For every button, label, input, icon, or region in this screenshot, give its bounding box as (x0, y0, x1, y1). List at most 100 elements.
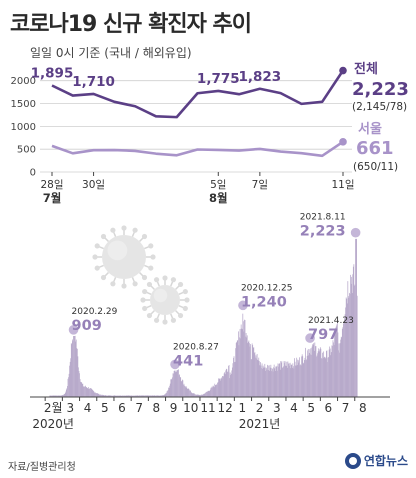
bar (84, 386, 86, 397)
bar (74, 322, 75, 397)
bar (129, 395, 130, 397)
bar (65, 389, 67, 397)
bar (243, 331, 245, 397)
bar (161, 395, 162, 397)
end-detail-label: (650/11) (353, 161, 398, 173)
bar (199, 394, 201, 397)
bar (336, 323, 338, 397)
bar (133, 395, 135, 397)
bar (312, 344, 314, 397)
bar-series (49, 232, 358, 397)
annotation-date: 2021.8.11 (300, 213, 346, 223)
bar (326, 351, 327, 397)
bar (98, 394, 100, 397)
bar (282, 368, 283, 397)
bar (114, 395, 116, 397)
bar (293, 368, 295, 397)
bar (242, 313, 244, 397)
bar (131, 395, 133, 397)
bar (95, 393, 97, 397)
bar (343, 321, 345, 397)
bar (108, 395, 110, 397)
annotation-date: 2020.12.25 (241, 283, 293, 293)
bar (93, 392, 95, 397)
x-tick-label: 10 (183, 401, 198, 415)
bar (117, 395, 119, 397)
bar (75, 341, 77, 397)
bar (113, 395, 114, 397)
x-tick-label: 3 (273, 401, 281, 415)
bar (207, 391, 208, 397)
bar (295, 365, 296, 397)
bar (300, 364, 301, 397)
x-tick-label: 5 (307, 401, 315, 415)
bar (92, 390, 94, 397)
virus-spike-tip (162, 275, 168, 281)
bar (355, 232, 356, 397)
bar (338, 350, 339, 397)
bar (178, 375, 180, 397)
bar (194, 393, 195, 397)
bar (133, 395, 134, 397)
bar (155, 395, 156, 397)
bar (178, 367, 179, 397)
bar (112, 395, 114, 397)
bar (253, 353, 255, 397)
bar (165, 393, 167, 397)
annotation-value: 909 (72, 318, 102, 334)
bar (263, 367, 265, 397)
bar (109, 395, 111, 397)
bar (192, 393, 194, 397)
bar (317, 351, 319, 397)
virus-spike-tip (170, 277, 177, 283)
bar (342, 327, 344, 397)
y-tick-label: 1000 (11, 122, 36, 133)
bar (49, 395, 51, 397)
bar (335, 327, 337, 397)
bar (78, 371, 80, 397)
bar (69, 365, 71, 397)
bar (289, 365, 290, 397)
bar (51, 395, 52, 397)
bar (225, 370, 227, 397)
bar (156, 395, 158, 397)
bar (346, 298, 348, 397)
bar (154, 395, 156, 397)
bar (112, 395, 113, 397)
bar (283, 366, 284, 397)
x-tick-label: 5 (101, 401, 109, 415)
x-tick-label: 12 (218, 401, 233, 415)
bar (292, 363, 294, 397)
virus-spike-tip (92, 254, 98, 260)
bar (237, 340, 239, 397)
bar (90, 388, 92, 397)
bar (180, 380, 182, 397)
bar (340, 339, 342, 397)
bar (177, 369, 178, 397)
bar (308, 352, 310, 397)
bar (125, 395, 127, 397)
bar (279, 363, 281, 397)
x-tick-label: 2 (256, 401, 264, 415)
bar (285, 365, 287, 397)
bar (130, 395, 132, 397)
virus-spike-tip (184, 297, 190, 303)
bar (91, 388, 92, 397)
bar (272, 371, 274, 397)
bar (52, 395, 54, 397)
bar (58, 395, 60, 397)
bar (213, 387, 215, 397)
bar (185, 387, 187, 397)
bar (293, 366, 294, 397)
bar (195, 394, 196, 397)
bar (233, 357, 234, 397)
bar (57, 395, 59, 397)
bar (355, 232, 357, 397)
bar (191, 393, 193, 397)
bar (232, 363, 234, 397)
bar (257, 359, 259, 397)
virus-spike-tip (182, 288, 188, 295)
bar (327, 362, 328, 397)
bar (170, 378, 172, 397)
bar (285, 365, 287, 397)
